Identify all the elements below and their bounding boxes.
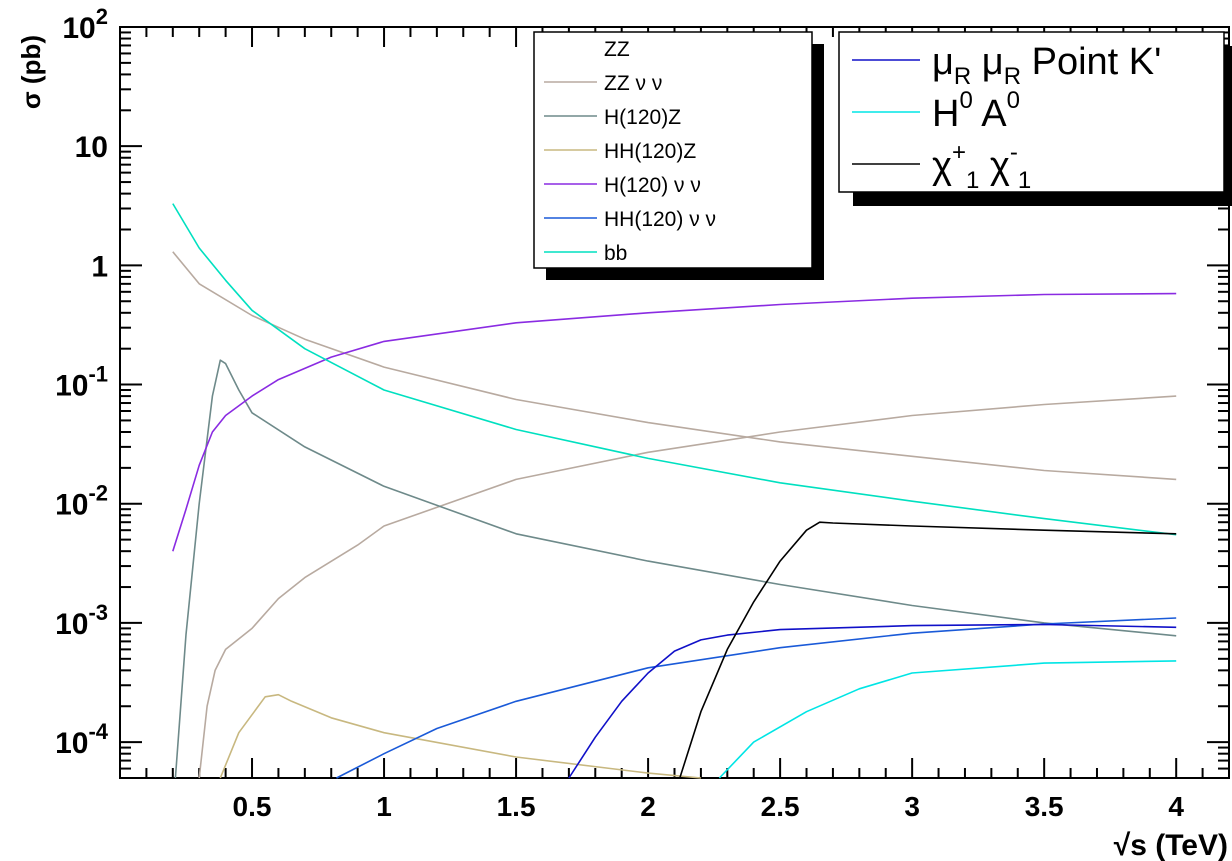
x-tick-label: 2 [640,791,656,822]
series-line [172,292,1177,552]
axes: 0.5 1 1.5 2 2.5 3 3.5 4 10-4 10-3 10-2 10-1 1 10 102 [55,4,1230,822]
x-tick-label: 4 [1168,791,1184,822]
legend-label: H0 A0 [932,87,1020,135]
legend-label: ZZ [604,38,630,61]
series-line [198,395,1177,779]
y-tick-label: 10-1 [55,362,108,403]
legend-label: H(120) ν ν [604,174,701,197]
x-tick-label: 3.5 [1025,791,1064,822]
series-line [336,617,1177,779]
x-tick-label: 1.5 [497,791,536,822]
y-tick-label: 1 [91,250,108,283]
x-tick-label: 0.5 [233,791,272,822]
y-tick-label: 102 [62,4,108,45]
legend-label: ZZ ν ν [604,72,662,95]
legend-label: μR μR Point K' [932,41,1161,90]
series-lines [172,203,1177,779]
series-line [172,251,1177,481]
series-line [718,660,1177,779]
y-axis-label: σ (pb) [16,35,46,109]
legend-label: HH(120)Z [604,140,696,163]
legend-label: χ+1 χ-1 [932,139,1031,194]
x-axis-label: √s (TeV) [1114,829,1228,861]
legend-label: bb [604,242,627,265]
series-line [172,203,1177,536]
series-line [568,623,1177,779]
legend-label: HH(120) ν ν [604,208,716,231]
legend-label: H(120)Z [604,106,681,129]
x-tick-label: 1 [376,791,392,822]
legend-sm-processes: ZZ ZZ ν ν H(120)Z HH(120)Z H(120) ν ν HH(120)… [533,31,824,280]
legend-susy-processes: μR μR Point K'H0 A0χ+1 χ-1 [838,31,1232,206]
y-tick-label: 10-2 [55,481,108,522]
y-tick-label: 10 [75,131,108,164]
y-tick-label: 10-4 [55,719,109,760]
x-tick-label: 2.5 [761,791,800,822]
y-tick-label: 10-3 [55,600,108,641]
series-line [219,693,701,779]
x-tick-label: 3 [904,791,920,822]
series-line [679,521,1177,779]
